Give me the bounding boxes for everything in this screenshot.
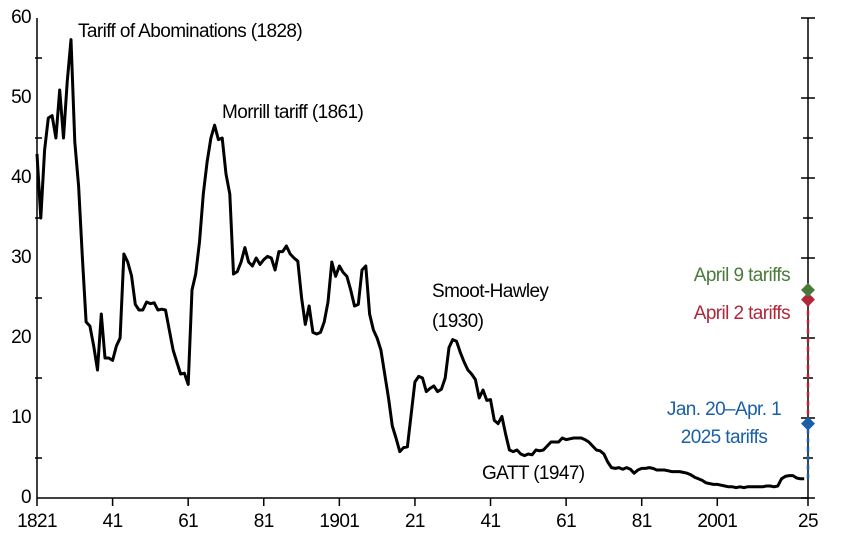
y-tick-label: 10 [11, 407, 31, 428]
x-tick-label: 21 [405, 511, 425, 532]
marker-label: 2025 tariffs [681, 427, 768, 448]
x-tick-label: 41 [481, 511, 501, 532]
y-tick-label: 40 [11, 167, 31, 188]
marker-label: April 9 tariffs [694, 265, 790, 286]
annotation: (1930) [432, 311, 484, 332]
x-tick-label: 61 [178, 511, 198, 532]
marker [801, 283, 815, 297]
marker-label: Jan. 20–Apr. 1 [667, 399, 781, 420]
y-tick-label: 50 [11, 87, 31, 108]
y-tick-label: 0 [21, 487, 31, 508]
annotation: GATT (1947) [482, 463, 585, 484]
marker [801, 416, 815, 431]
marker [801, 292, 815, 307]
y-tick-label: 20 [11, 327, 31, 348]
x-tick-label: 81 [632, 511, 652, 532]
annotation: Morrill tariff (1861) [222, 102, 363, 123]
x-tick-label: 2001 [697, 511, 737, 532]
y-tick-label: 30 [11, 247, 31, 268]
x-tick-label: 1901 [319, 511, 359, 532]
x-tick-label: 1821 [17, 511, 57, 532]
y-tick-label: 60 [11, 7, 31, 28]
x-tick-label: 41 [103, 511, 123, 532]
tariff-line [35, 38, 805, 490]
x-tick-label: 61 [556, 511, 576, 532]
marker-label: April 2 tariffs [694, 303, 790, 324]
x-tick-label: 25 [798, 511, 818, 532]
annotation: Smoot-Hawley [432, 281, 549, 302]
x-tick-label: 81 [254, 511, 274, 532]
annotation: Tariff of Abominations (1828) [78, 21, 302, 42]
